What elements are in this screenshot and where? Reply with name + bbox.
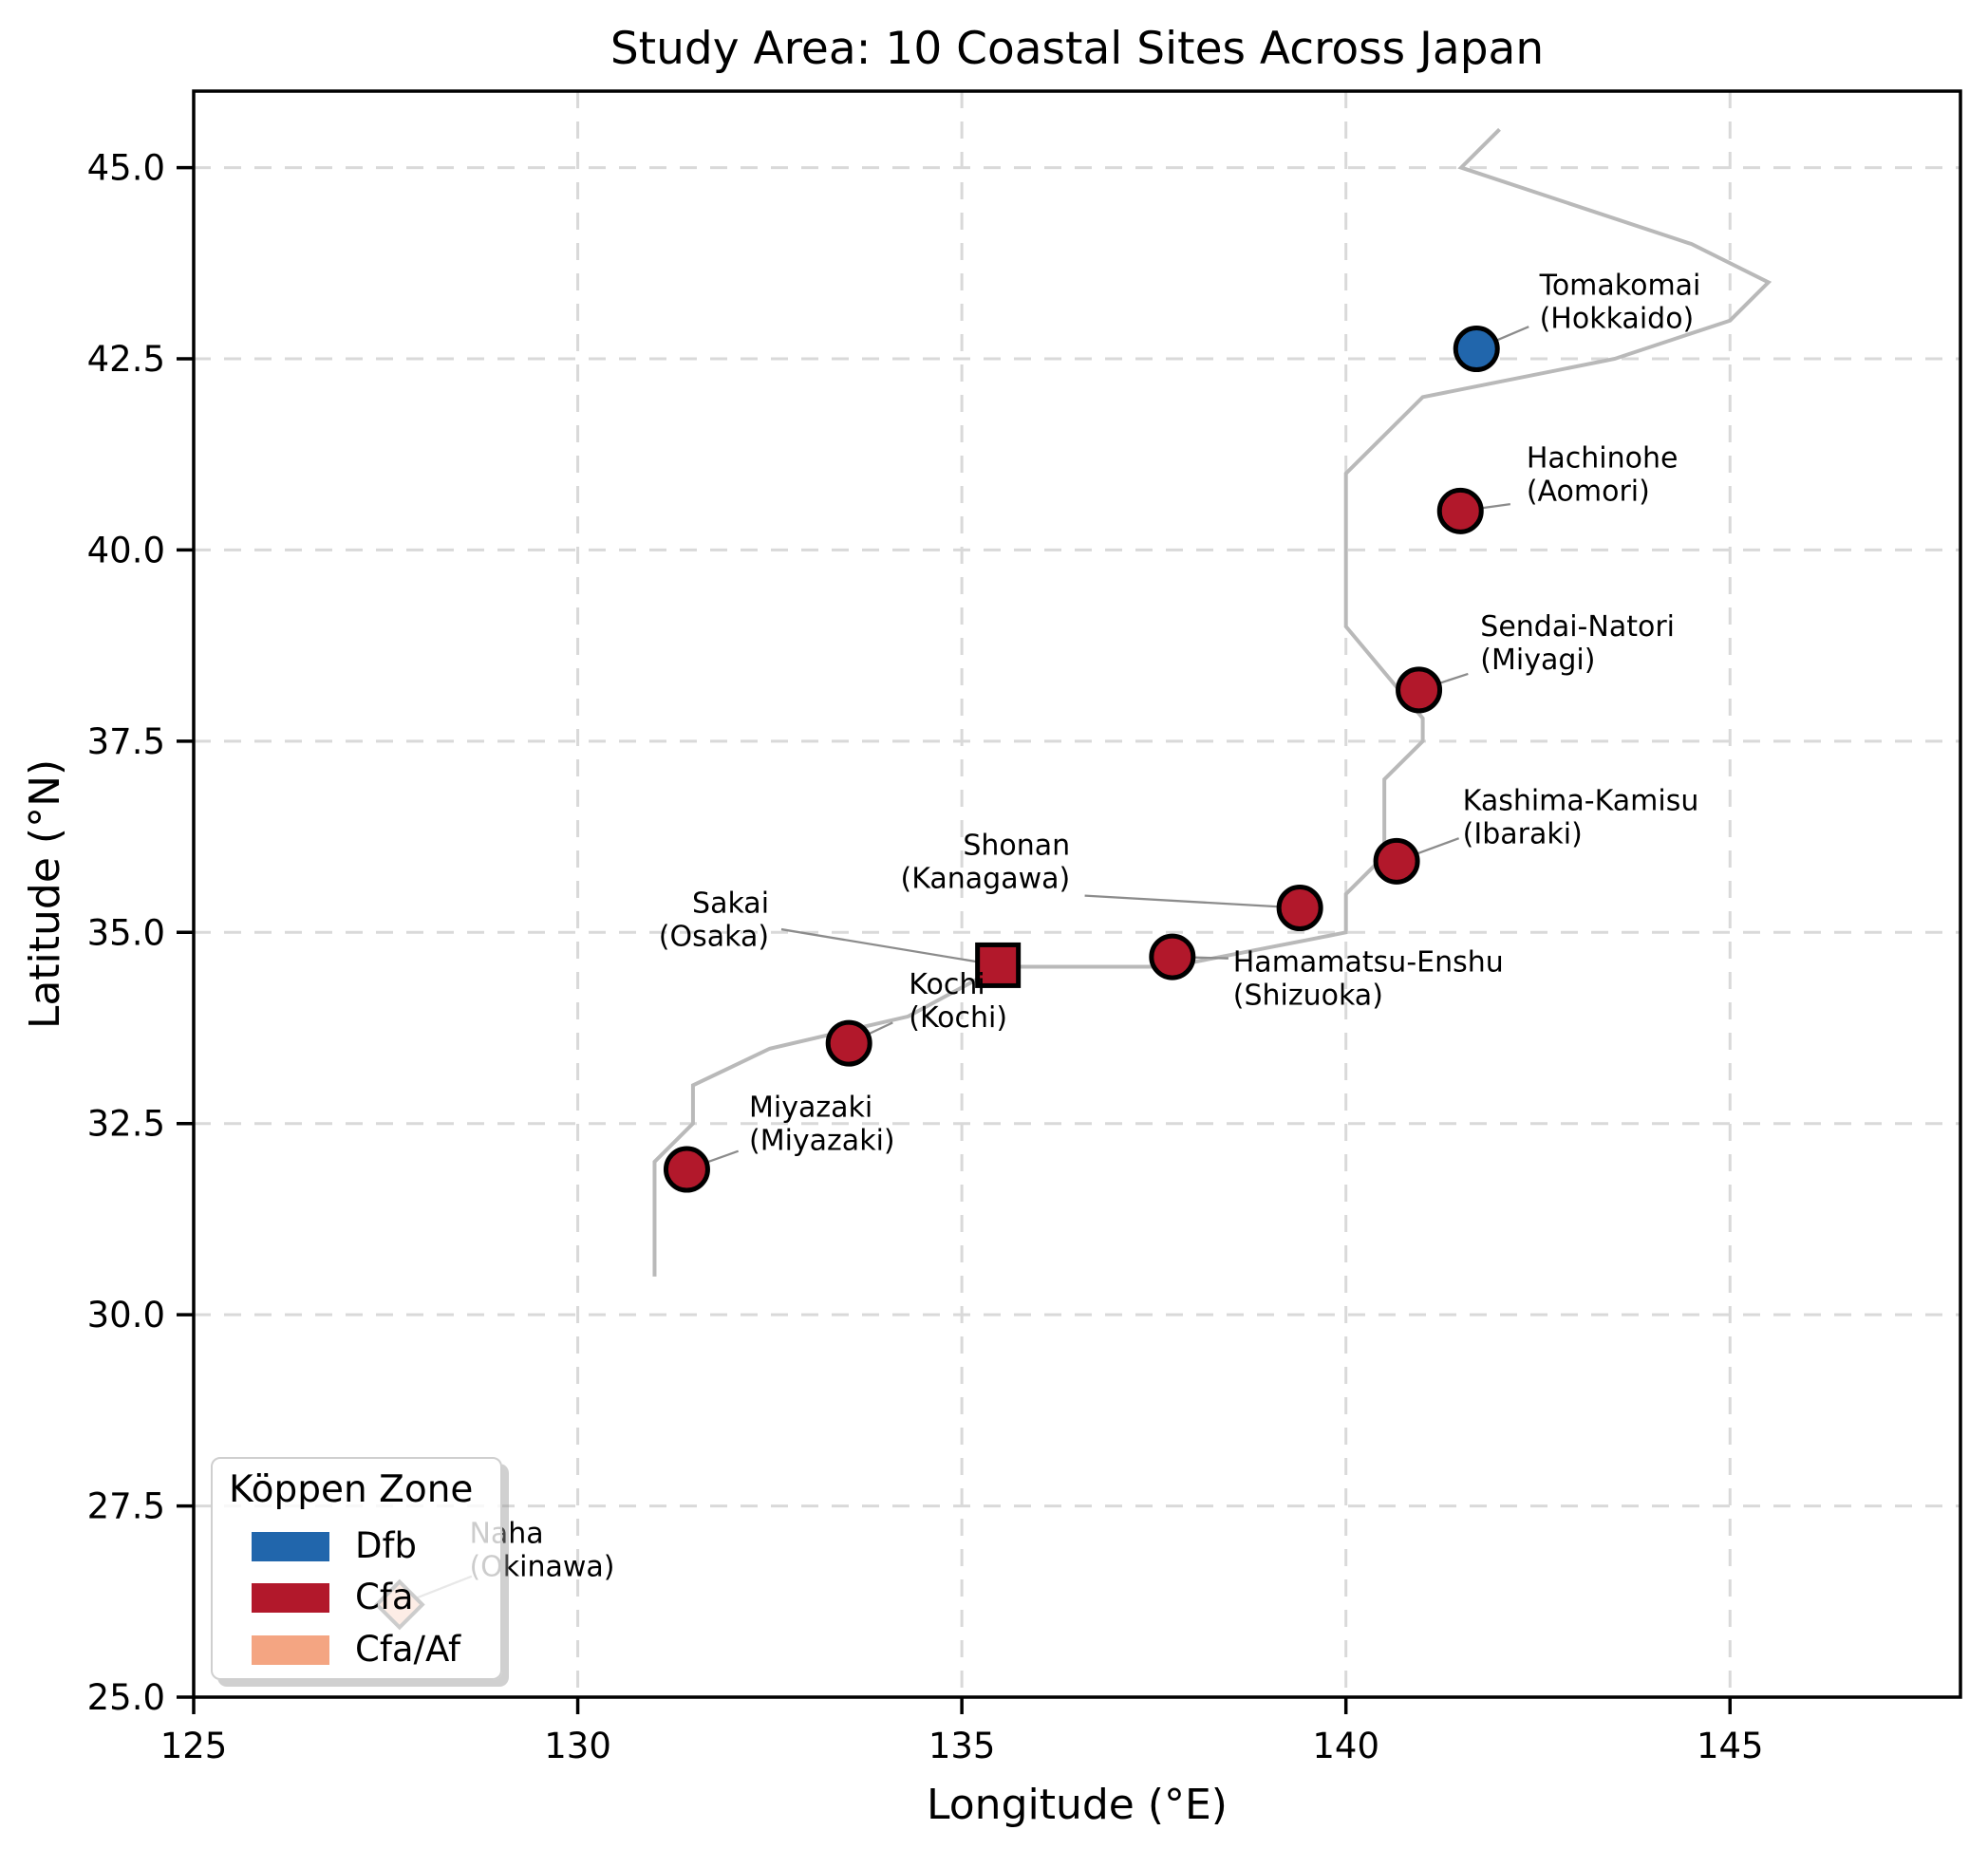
site-marker-kashima-kamisu: [1373, 837, 1420, 885]
legend-swatch-cfa-af: [252, 1634, 329, 1665]
leader-line-shonan: [1084, 894, 1301, 909]
y-tick-label-42.5: 42.5: [87, 339, 165, 380]
site-marker-sakai: [975, 942, 1022, 988]
japan-coastline: [652, 127, 1772, 1277]
legend-label-cfa-af: Cfa/Af: [355, 1629, 461, 1670]
site-label-kochi: Kochi (Kochi): [909, 968, 1007, 1035]
y-tick-label-25.0: 25.0: [87, 1677, 165, 1718]
chart-title: Study Area: 10 Coastal Sites Across Japa…: [610, 23, 1545, 75]
site-label-shonan: Shonan (Kanagawa): [901, 829, 1071, 895]
x-tick-label-125: 125: [160, 1726, 228, 1766]
site-marker-hamamatsu-enshu: [1149, 933, 1196, 981]
axes-spines: [192, 89, 1962, 1699]
y-tick-label-27.5: 27.5: [87, 1486, 165, 1527]
site-label-tomakomai: Tomakomai (Hokkaido): [1539, 270, 1701, 336]
legend-box: Köppen Zone Dfb Cfa Cfa/Af: [211, 1457, 502, 1680]
legend-entry-dfb: Dfb: [252, 1525, 418, 1566]
x-tick-label-130: 130: [544, 1726, 611, 1766]
site-label-hachinohe: Hachinohe (Aomori): [1527, 442, 1679, 509]
x-tick-label-145: 145: [1697, 1726, 1764, 1766]
y-tick-label-45.0: 45.0: [87, 148, 165, 189]
y-tick-label-35.0: 35.0: [87, 912, 165, 953]
y-tick-label-32.5: 32.5: [87, 1104, 165, 1145]
legend-label-cfa: Cfa: [355, 1577, 414, 1617]
site-marker-shonan: [1276, 885, 1323, 932]
y-tick-label-40.0: 40.0: [87, 530, 165, 570]
site-marker-tomakomai: [1453, 326, 1500, 373]
legend-swatch-cfa: [252, 1582, 329, 1613]
site-marker-sendai-natori: [1396, 666, 1443, 714]
leader-line-sakai: [780, 927, 999, 967]
legend-label-dfb: Dfb: [355, 1525, 418, 1566]
site-label-sakai: Sakai (Osaka): [659, 887, 769, 954]
x-tick-label-135: 135: [928, 1726, 996, 1766]
site-label-miyazaki: Miyazaki (Miyazaki): [749, 1092, 895, 1158]
legend-entry-cfa: Cfa: [252, 1577, 414, 1617]
site-label-hamamatsu-enshu: Hamamatsu-Enshu (Shizuoka): [1233, 946, 1504, 1013]
site-label-sendai-natori: Sendai-Natori (Miyagi): [1480, 610, 1675, 677]
y-tick-label-30.0: 30.0: [87, 1295, 165, 1335]
x-axis-label: Longitude (°E): [927, 1781, 1228, 1829]
legend-entry-cfa-af: Cfa/Af: [252, 1629, 461, 1670]
site-marker-hachinohe: [1436, 487, 1484, 534]
legend-swatch-dfb: [252, 1531, 329, 1561]
legend-title: Köppen Zone: [229, 1468, 474, 1511]
site-label-kashima-kamisu: Kashima-Kamisu (Ibaraki): [1463, 785, 1699, 851]
y-axis-label: Latitude (°N): [21, 758, 69, 1030]
y-tick-label-37.5: 37.5: [87, 721, 165, 762]
site-marker-kochi: [825, 1019, 872, 1067]
x-tick-label-140: 140: [1312, 1726, 1379, 1766]
site-marker-miyazaki: [663, 1146, 710, 1193]
